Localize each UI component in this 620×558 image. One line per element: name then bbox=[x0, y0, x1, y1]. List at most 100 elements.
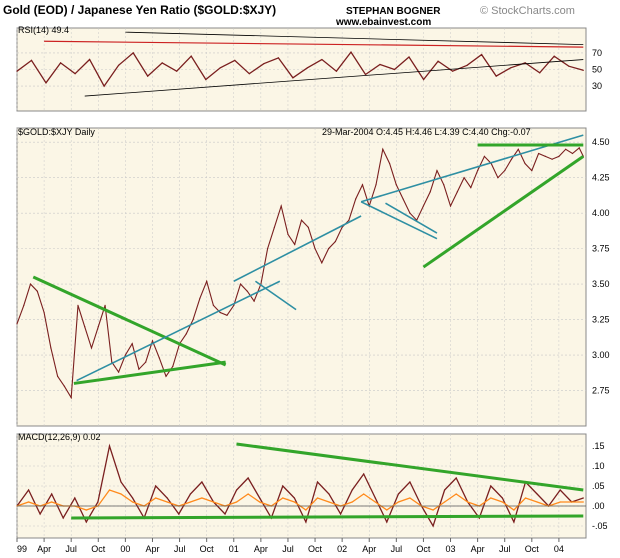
rsi-point bbox=[45, 82, 47, 84]
macd-tick-label: .15 bbox=[592, 441, 605, 451]
macd-point bbox=[363, 493, 365, 495]
macd-point bbox=[501, 501, 503, 503]
macd-point bbox=[189, 493, 191, 495]
macd-point bbox=[120, 481, 122, 483]
price-tick-label: 4.00 bbox=[592, 208, 610, 218]
macd-point bbox=[536, 493, 538, 495]
x-tick-label: Oct bbox=[200, 544, 215, 554]
price-point bbox=[300, 219, 303, 221]
x-tick-label: Apr bbox=[471, 544, 485, 554]
rsi-point bbox=[132, 52, 134, 54]
price-point bbox=[97, 326, 99, 328]
rsi-axis: 70 50 30 bbox=[592, 48, 602, 91]
price-point bbox=[138, 368, 140, 370]
macd-point bbox=[501, 497, 503, 499]
rsi-point bbox=[582, 69, 584, 71]
macd-point bbox=[62, 517, 64, 519]
macd-trendline bbox=[236, 442, 584, 492]
price-point bbox=[578, 147, 580, 149]
price-point bbox=[321, 262, 323, 264]
macd-point bbox=[108, 445, 111, 447]
macd-point bbox=[282, 485, 284, 487]
price-point bbox=[239, 283, 242, 285]
rsi-point bbox=[364, 73, 367, 76]
macd-point bbox=[235, 501, 238, 503]
price-point bbox=[226, 314, 228, 316]
price-point bbox=[449, 205, 452, 207]
price-point bbox=[287, 233, 289, 236]
price-point bbox=[233, 304, 235, 306]
price-point bbox=[273, 226, 276, 228]
macd-point bbox=[397, 501, 399, 503]
watermark: © StockCharts.com bbox=[480, 5, 575, 17]
macd-point bbox=[490, 485, 492, 487]
price-point bbox=[517, 148, 519, 150]
macd-point bbox=[74, 497, 76, 499]
price-point bbox=[382, 148, 384, 150]
price-marks bbox=[16, 134, 585, 400]
macd-point bbox=[259, 497, 261, 499]
rsi-point bbox=[89, 58, 91, 61]
macd-point bbox=[409, 497, 411, 499]
price-point bbox=[531, 169, 533, 172]
rsi-marks bbox=[16, 31, 584, 97]
price-trendline bbox=[32, 275, 227, 367]
x-tick-label: Jul bbox=[282, 544, 294, 554]
rsi-point bbox=[524, 62, 526, 64]
macd-axis: .15 .10 .05 .00 -.05 bbox=[592, 441, 608, 531]
macd-tick-label: .00 bbox=[592, 501, 605, 511]
x-tick-label: 99 bbox=[17, 544, 27, 554]
price-point bbox=[50, 347, 52, 349]
price-trendline bbox=[385, 202, 438, 234]
rsi-point bbox=[350, 51, 352, 53]
macd-point bbox=[131, 497, 134, 499]
price-point bbox=[246, 290, 248, 292]
price-point bbox=[77, 304, 79, 306]
macd-point bbox=[432, 509, 434, 511]
rsi-point bbox=[277, 57, 279, 59]
chart-title: Gold (EOD) / Japanese Yen Ratio ($GOLD:$… bbox=[3, 3, 276, 17]
x-tick-label: 01 bbox=[229, 544, 239, 554]
price-tick-label: 3.25 bbox=[592, 315, 610, 325]
macd-label: MACD(12,26,9) 0.02 bbox=[18, 432, 101, 442]
macd-point bbox=[282, 497, 284, 499]
price-point bbox=[375, 184, 377, 186]
macd-point bbox=[559, 501, 561, 503]
price-point bbox=[185, 333, 187, 335]
macd-point bbox=[293, 497, 295, 499]
price-point bbox=[280, 205, 282, 207]
macd-point bbox=[571, 501, 573, 503]
rsi-point bbox=[103, 85, 105, 87]
price-point bbox=[422, 205, 425, 207]
price-trendline bbox=[254, 280, 297, 311]
price-point bbox=[327, 248, 330, 250]
macd-point bbox=[351, 501, 353, 503]
price-trendline bbox=[360, 201, 438, 240]
macd-point bbox=[155, 497, 157, 499]
price-label: $GOLD:$XJY Daily bbox=[18, 127, 95, 137]
x-tick-label: Apr bbox=[362, 544, 376, 554]
price-point bbox=[57, 375, 59, 377]
price-point bbox=[219, 311, 221, 314]
price-point bbox=[504, 169, 506, 172]
price-point bbox=[355, 198, 357, 200]
macd-point bbox=[316, 481, 319, 483]
price-point bbox=[402, 198, 404, 200]
macd-point bbox=[582, 497, 584, 499]
rsi-series-line bbox=[16, 50, 584, 88]
x-tick-label: Jul bbox=[499, 544, 511, 554]
price-point bbox=[436, 169, 438, 172]
price-point bbox=[361, 184, 364, 186]
price-point bbox=[104, 304, 106, 306]
price-point bbox=[118, 371, 120, 373]
author-label: STEPHAN BOGNER bbox=[346, 6, 441, 17]
price-tick-label: 4.25 bbox=[592, 173, 610, 183]
rsi-point bbox=[452, 70, 454, 72]
macd-point bbox=[524, 497, 527, 499]
price-tick-label: 2.75 bbox=[592, 386, 610, 396]
macd-panel: .15 .10 .05 .00 -.05 MACD(12,26,9) 0.02 bbox=[16, 432, 608, 539]
price-point bbox=[477, 169, 479, 172]
price-point bbox=[558, 155, 560, 157]
x-axis: 99 Apr Jul Oct 00 Apr Jul Oct 01 Apr Jul Oct 02 Apr Ju… bbox=[16, 538, 564, 554]
